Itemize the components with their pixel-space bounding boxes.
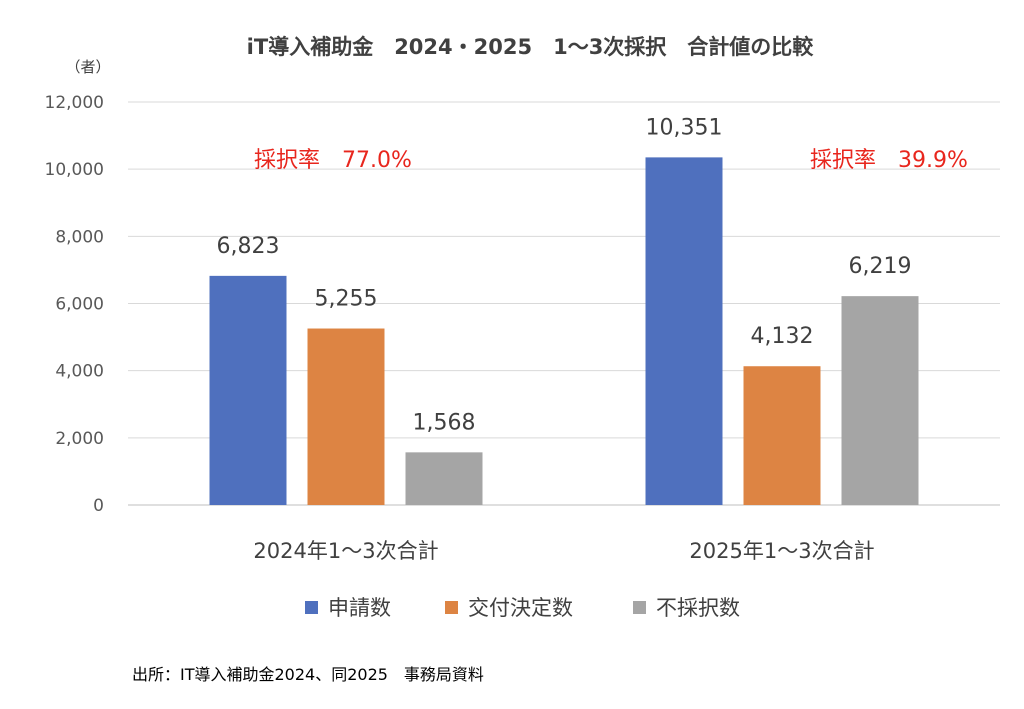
acceptance-rate-annotation-2025: 採択率 39.9% [810,148,968,173]
x-category-label: 2024年1～3次合計 [253,539,438,563]
bar [307,328,385,505]
bar [841,296,919,505]
y-tick-label: 8,000 [55,227,104,247]
y-axis-unit-label: （者） [65,58,110,76]
y-tick-label: 0 [93,496,104,516]
bars [209,157,919,506]
data-label: 4,132 [751,324,814,349]
bar [743,366,821,505]
y-tick-label: 2,000 [55,429,104,449]
y-tick-label: 6,000 [55,295,104,315]
y-tick-label: 12,000 [45,93,104,113]
legend-swatch [305,601,318,614]
legend-swatch [445,601,458,614]
y-tick-label: 4,000 [55,362,104,382]
data-label: 6,219 [849,254,912,279]
acceptance-rate-annotation-2024: 採択率 77.0% [254,148,412,173]
data-label: 6,823 [217,234,280,259]
legend: 申請数 交付決定数 不採択数 [305,596,740,620]
data-label: 1,568 [413,410,476,435]
source-note: 出所：IT導入補助金2024、同2025 事務局資料 [132,665,484,684]
bar [645,157,723,506]
legend-swatch [633,601,646,614]
x-category-label: 2025年1～3次合計 [689,539,874,563]
x-axis-categories: 2024年1～3次合計 2025年1～3次合計 [253,539,874,563]
y-tick-label: 10,000 [45,160,104,180]
data-labels: 6,823 5,255 1,568 10,351 4,132 6,219 [217,115,912,435]
data-label: 5,255 [315,287,378,312]
bar [209,275,287,505]
legend-label: 申請数 [328,596,391,620]
bar [405,452,483,505]
legend-label: 不採択数 [656,596,740,620]
data-label: 10,351 [646,115,723,140]
legend-label: 交付決定数 [468,596,573,620]
chart-title: iT導入補助金 2024・2025 1～3次採択 合計値の比較 [247,35,815,59]
y-axis-ticks: 0 2,000 4,000 6,000 8,000 10,000 12,000 [45,93,104,516]
